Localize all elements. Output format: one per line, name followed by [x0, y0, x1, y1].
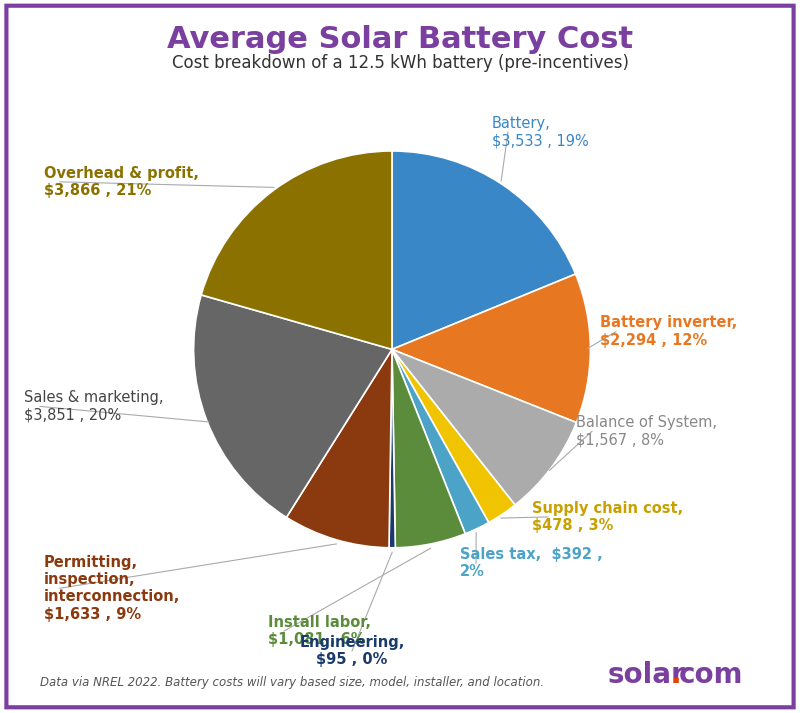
Wedge shape	[202, 151, 392, 349]
Text: Permitting,
inspection,
interconnection,
$1,633 , 9%: Permitting, inspection, interconnection,…	[44, 555, 180, 622]
Text: Balance of System,
$1,567 , 8%: Balance of System, $1,567 , 8%	[576, 415, 717, 448]
Text: solar: solar	[608, 662, 686, 689]
Text: .: .	[670, 662, 681, 689]
Wedge shape	[392, 349, 466, 548]
Text: Supply chain cost,
$478 , 3%: Supply chain cost, $478 , 3%	[532, 501, 683, 533]
Text: Average Solar Battery Cost: Average Solar Battery Cost	[167, 25, 633, 54]
Text: Overhead & profit,
$3,866 , 21%: Overhead & profit, $3,866 , 21%	[44, 165, 199, 198]
Wedge shape	[389, 349, 395, 548]
Text: Data via NREL 2022. Battery costs will vary based size, model, installer, and lo: Data via NREL 2022. Battery costs will v…	[40, 677, 544, 689]
Text: Battery inverter,
$2,294 , 12%: Battery inverter, $2,294 , 12%	[600, 315, 738, 348]
Text: Engineering,
$95 , 0%: Engineering, $95 , 0%	[299, 635, 405, 667]
Wedge shape	[392, 151, 575, 349]
Text: Sales tax,  $392 ,
2%: Sales tax, $392 , 2%	[460, 547, 602, 580]
Text: Sales & marketing,
$3,851 , 20%: Sales & marketing, $3,851 , 20%	[24, 390, 163, 423]
Text: Install labor,
$1,081 , 6%: Install labor, $1,081 , 6%	[268, 615, 371, 647]
Wedge shape	[392, 349, 489, 534]
Wedge shape	[286, 349, 392, 548]
Text: Battery,
$3,533 , 19%: Battery, $3,533 , 19%	[492, 116, 589, 148]
Wedge shape	[194, 295, 392, 518]
Text: com: com	[678, 662, 743, 689]
Wedge shape	[392, 349, 577, 505]
Wedge shape	[392, 349, 515, 523]
Wedge shape	[392, 274, 590, 423]
Text: Cost breakdown of a 12.5 kWh battery (pre-incentives): Cost breakdown of a 12.5 kWh battery (pr…	[171, 54, 629, 72]
